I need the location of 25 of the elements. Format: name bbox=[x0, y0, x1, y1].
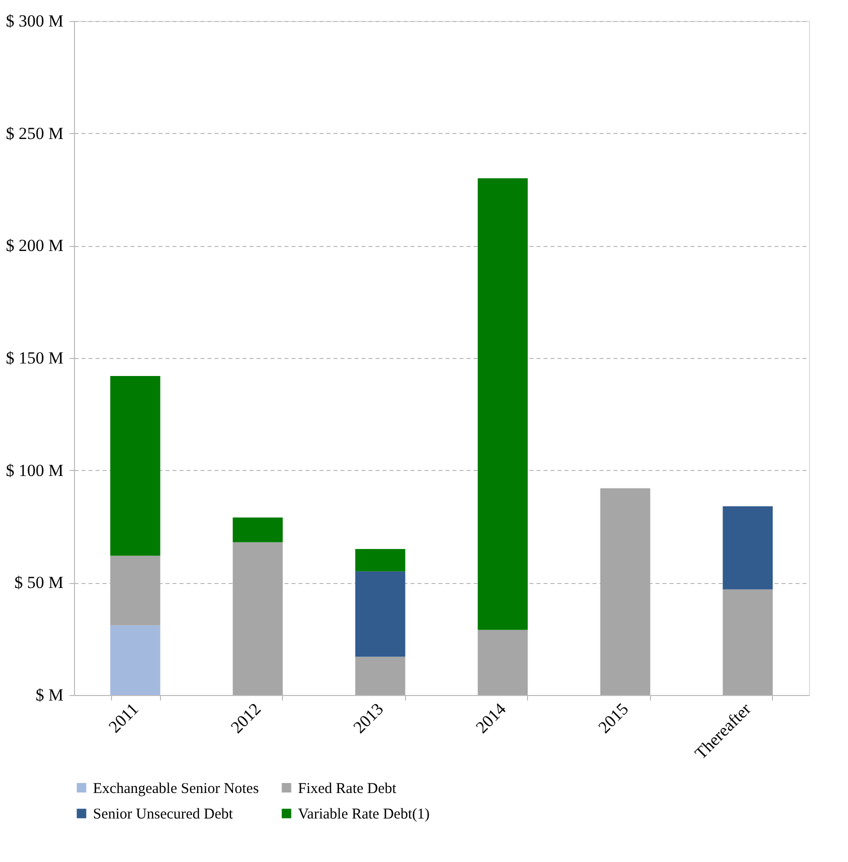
bar bbox=[110, 376, 160, 556]
bar bbox=[478, 630, 528, 695]
bar bbox=[355, 548, 406, 572]
x-tick-label: 2011 bbox=[105, 699, 142, 736]
y-tick-label: $ 300 M bbox=[6, 12, 64, 30]
legend-label: Senior Unsecured Debt bbox=[93, 806, 234, 822]
bar bbox=[232, 518, 283, 542]
bar bbox=[355, 571, 406, 657]
bar bbox=[722, 506, 773, 590]
bar bbox=[478, 178, 528, 630]
bar bbox=[600, 488, 650, 695]
bar bbox=[110, 556, 160, 626]
legend-label: Exchangeable Senior Notes bbox=[93, 780, 259, 797]
legend-label: Variable Rate Debt(1) bbox=[298, 806, 430, 822]
legend-label: Fixed Rate Debt bbox=[298, 780, 398, 797]
bar bbox=[355, 656, 406, 695]
y-tick-label: $ M bbox=[36, 686, 64, 704]
y-tick-label: $ 50 M bbox=[14, 573, 64, 592]
y-tick-label: $ 200 M bbox=[6, 236, 64, 256]
y-tick-label: $ 100 M bbox=[6, 460, 64, 480]
bar bbox=[232, 542, 283, 695]
y-tick-label: $ 250 M bbox=[6, 124, 64, 143]
y-tick-label: $ 150 M bbox=[6, 348, 64, 368]
bar bbox=[110, 625, 160, 695]
bar bbox=[722, 589, 773, 695]
